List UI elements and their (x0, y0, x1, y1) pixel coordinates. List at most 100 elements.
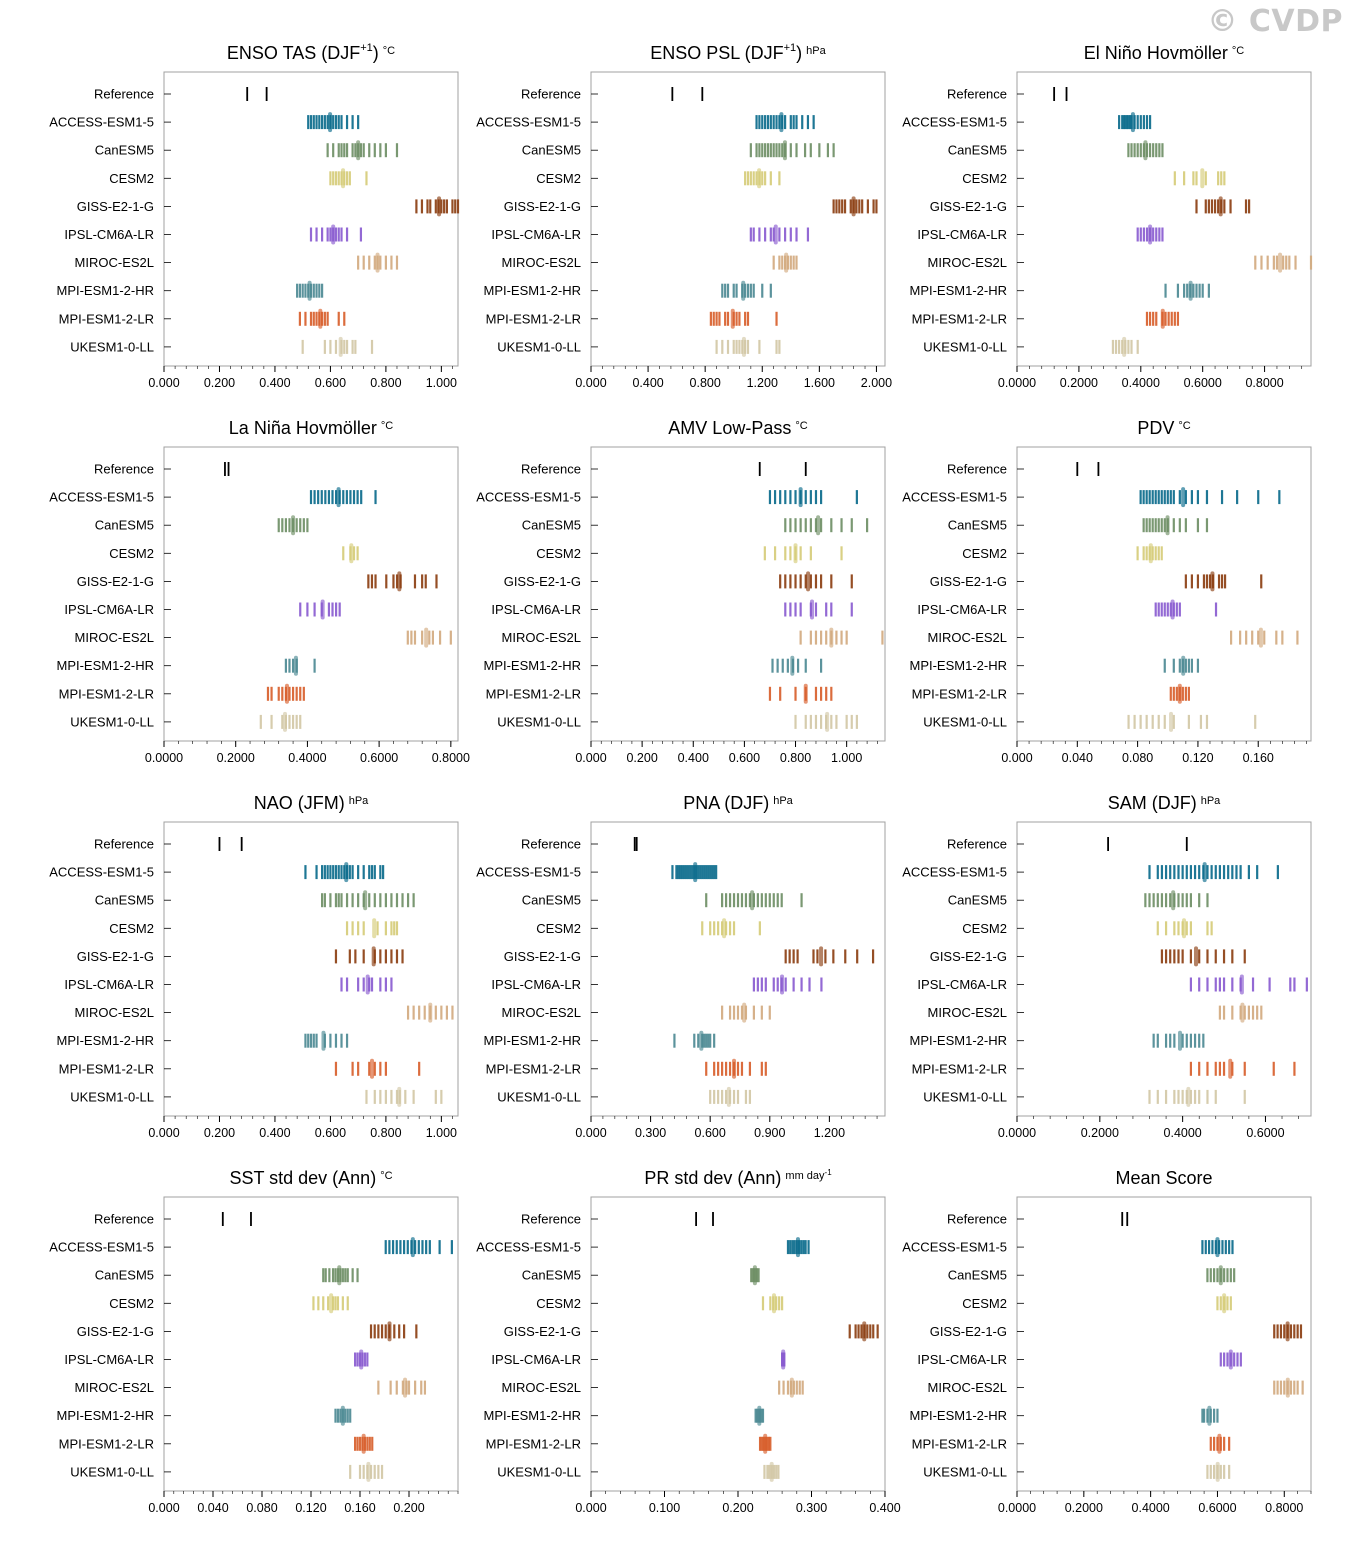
model-mean-mark-miroc-es2l (428, 1002, 433, 1023)
model-mean-mark-cesm2 (1200, 168, 1205, 189)
row-label-reference: Reference (94, 87, 154, 102)
model-mean-mark-canesm5 (291, 515, 296, 536)
row-label-mpi-esm1-2-hr: MPI-ESM1-2-HR (483, 1033, 581, 1048)
row-label-ipsl-cm6a-lr: IPSL-CM6A-LR (917, 977, 1007, 992)
model-mean-mark-cesm2 (722, 918, 727, 939)
row-label-ipsl-cm6a-lr: IPSL-CM6A-LR (917, 1352, 1007, 1367)
row-label-reference: Reference (94, 462, 154, 477)
row-label-mpi-esm1-2-hr: MPI-ESM1-2-HR (56, 1408, 154, 1423)
x-tick-label: 0.080 (1122, 751, 1153, 765)
row-label-ipsl-cm6a-lr: IPSL-CM6A-LR (64, 1352, 154, 1367)
x-tick-label: 0.040 (197, 1501, 228, 1515)
row-label-ipsl-cm6a-lr: IPSL-CM6A-LR (491, 602, 581, 617)
plot-frame (590, 1196, 886, 1492)
model-mean-mark-cesm2 (772, 1293, 777, 1314)
x-tick-label: 0.160 (1243, 751, 1274, 765)
row-label-reference: Reference (521, 1212, 581, 1227)
chart-unit: hPa (806, 45, 826, 57)
x-tick-label: 0.000 (575, 1501, 606, 1515)
x-tick-label: 0.600 (695, 1126, 726, 1140)
model-mean-mark-access-esm1-5 (344, 862, 349, 883)
row-label-access-esm1-5: ACCESS-ESM1-5 (476, 490, 581, 505)
row-label-ipsl-cm6a-lr: IPSL-CM6A-LR (491, 977, 581, 992)
model-mean-mark-mpi-esm1-2-hr (757, 1405, 762, 1426)
row-label-mpi-esm1-2-lr: MPI-ESM1-2-LR (486, 686, 581, 701)
row-label-giss-e2-1-g: GISS-E2-1-G (504, 574, 581, 589)
model-mean-mark-canesm5 (750, 890, 755, 911)
row-label-cesm2: CESM2 (109, 546, 154, 561)
x-tick-label: 0.600 (315, 1126, 346, 1140)
row-label-reference: Reference (521, 837, 581, 852)
row-label-ukesm1-0-ll: UKESM1-0-LL (497, 339, 581, 354)
model-mean-mark-mpi-esm1-2-lr (1217, 1433, 1222, 1454)
model-mean-mark-ukesm1-0-ll (397, 1086, 402, 1107)
row-label-ipsl-cm6a-lr: IPSL-CM6A-LR (917, 227, 1007, 242)
row-label-miroc-es2l: MIROC-ES2L (502, 630, 581, 645)
x-tick-label: 0.000 (575, 376, 606, 390)
x-tick-label: 0.100 (649, 1501, 680, 1515)
chart-panel-pr-std-dev-ann: PR std dev (Ann) mm day-1 0.000 0.100 0.200 0… (476, 1168, 900, 1515)
model-mean-mark-ipsl-cm6a-lr (1170, 599, 1175, 620)
row-label-access-esm1-5: ACCESS-ESM1-5 (902, 865, 1007, 880)
row-label-cesm2: CESM2 (962, 1296, 1007, 1311)
row-label-canesm5: CanESM5 (95, 1268, 154, 1283)
row-label-ukesm1-0-ll: UKESM1-0-LL (497, 1464, 581, 1479)
model-mean-mark-miroc-es2l (742, 1002, 747, 1023)
x-tick-label: 0.0000 (998, 1126, 1036, 1140)
plot-frame (590, 71, 886, 367)
row-label-giss-e2-1-g: GISS-E2-1-G (77, 949, 154, 964)
row-label-mpi-esm1-2-lr: MPI-ESM1-2-LR (912, 311, 1007, 326)
x-tick-label: 0.400 (259, 1126, 290, 1140)
row-label-ukesm1-0-ll: UKESM1-0-LL (923, 714, 1007, 729)
plot-frame (1016, 446, 1312, 742)
row-label-canesm5: CanESM5 (948, 893, 1007, 908)
row-label-canesm5: CanESM5 (948, 1268, 1007, 1283)
model-mean-mark-giss-e2-1-g (1210, 571, 1215, 592)
x-tick-label: 0.000 (148, 1126, 179, 1140)
row-label-giss-e2-1-g: GISS-E2-1-G (77, 1324, 154, 1339)
x-tick-label: 0.200 (722, 1501, 753, 1515)
model-mean-mark-giss-e2-1-g (437, 196, 442, 217)
model-mean-mark-canesm5 (1218, 1265, 1223, 1286)
model-mean-mark-ipsl-cm6a-lr (1228, 1349, 1233, 1370)
row-label-access-esm1-5: ACCESS-ESM1-5 (902, 490, 1007, 505)
model-mean-mark-access-esm1-5 (1215, 1237, 1220, 1258)
watermark: © CVDP (1207, 4, 1343, 39)
model-mean-mark-ipsl-cm6a-lr (365, 974, 370, 995)
model-mean-mark-ipsl-cm6a-lr (359, 1349, 364, 1370)
chart-unit: hPa (349, 795, 369, 807)
row-label-ukesm1-0-ll: UKESM1-0-LL (923, 339, 1007, 354)
chart-title-superscript: +1 (360, 42, 373, 54)
row-label-mpi-esm1-2-hr: MPI-ESM1-2-HR (483, 283, 581, 298)
row-label-access-esm1-5: ACCESS-ESM1-5 (49, 115, 154, 130)
model-mean-mark-access-esm1-5 (795, 1237, 800, 1258)
row-label-mpi-esm1-2-lr: MPI-ESM1-2-LR (59, 686, 154, 701)
row-label-reference: Reference (94, 837, 154, 852)
row-label-access-esm1-5: ACCESS-ESM1-5 (902, 1240, 1007, 1255)
model-mean-mark-cesm2 (1182, 918, 1187, 939)
row-label-giss-e2-1-g: GISS-E2-1-G (930, 574, 1007, 589)
row-label-reference: Reference (521, 87, 581, 102)
model-mean-mark-canesm5 (816, 515, 821, 536)
model-mean-mark-giss-e2-1-g (397, 571, 402, 592)
row-label-miroc-es2l: MIROC-ES2L (75, 1005, 154, 1020)
chart-title-text: NAO (JFM) (254, 793, 345, 813)
model-mean-mark-ipsl-cm6a-lr (780, 974, 785, 995)
x-tick-label: 2.000 (861, 376, 892, 390)
model-mean-mark-access-esm1-5 (779, 112, 784, 133)
row-label-giss-e2-1-g: GISS-E2-1-G (504, 1324, 581, 1339)
x-tick-label: 0.0000 (145, 751, 183, 765)
model-mean-mark-mpi-esm1-2-hr (293, 655, 298, 676)
model-mean-mark-mpi-esm1-2-lr (803, 683, 808, 704)
chart-title: PR std dev (Ann) mm day-1 (644, 1168, 832, 1188)
x-tick-label: 1.200 (814, 1126, 845, 1140)
x-tick-label: 0.200 (204, 1126, 235, 1140)
row-label-cesm2: CESM2 (536, 171, 581, 186)
model-mean-mark-miroc-es2l (829, 627, 834, 648)
model-mean-mark-access-esm1-5 (410, 1237, 415, 1258)
x-tick-label: 0.000 (148, 376, 179, 390)
model-mean-mark-mpi-esm1-2-lr (361, 1433, 366, 1454)
row-label-miroc-es2l: MIROC-ES2L (928, 1380, 1007, 1395)
x-tick-label: 0.800 (370, 1126, 401, 1140)
chart-unit: °C (1232, 45, 1244, 57)
